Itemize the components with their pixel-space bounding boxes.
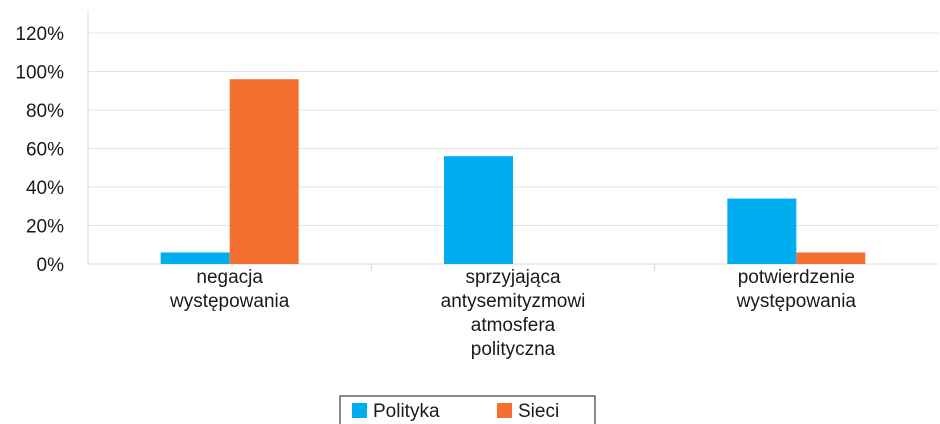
bars xyxy=(160,79,866,264)
category-label: potwierdzenie xyxy=(738,267,855,288)
category-label: występowania xyxy=(169,291,290,312)
bar-polityka-2 xyxy=(444,156,513,264)
category-label: atmosfera xyxy=(471,315,556,336)
y-axis-ticks: 0% 20% 40% 60% 80% 100% 120% xyxy=(15,24,64,276)
category-label: polityczna xyxy=(471,339,556,360)
y-tick-label: 100% xyxy=(15,63,64,84)
y-tick-label: 120% xyxy=(15,24,64,45)
y-tick-label: 80% xyxy=(26,101,64,122)
category-label: antysemityzmowi xyxy=(441,291,586,312)
legend: Polityka Sieci xyxy=(339,395,596,424)
legend-swatch-polityka xyxy=(352,403,367,418)
bar-polityka-1 xyxy=(160,252,230,264)
y-tick-label: 60% xyxy=(26,140,64,161)
category-label: sprzyjająca xyxy=(465,267,560,288)
y-tick-label: 40% xyxy=(26,178,64,199)
bar-polityka-3 xyxy=(727,198,797,264)
bar-sieci-3 xyxy=(796,252,866,264)
x-axis-categories: negacja występowania sprzyjająca antysemity… xyxy=(169,267,856,360)
legend-swatch-sieci xyxy=(497,403,512,418)
legend-label-sieci: Sieci xyxy=(518,401,559,422)
bar-sieci-1 xyxy=(229,79,299,264)
category-label: występowania xyxy=(736,291,857,312)
category-label: negacja xyxy=(196,267,263,288)
y-tick-label: 0% xyxy=(37,255,65,276)
legend-label-polityka: Polityka xyxy=(373,401,440,422)
y-tick-label: 20% xyxy=(26,217,64,238)
legend-box xyxy=(339,395,596,424)
